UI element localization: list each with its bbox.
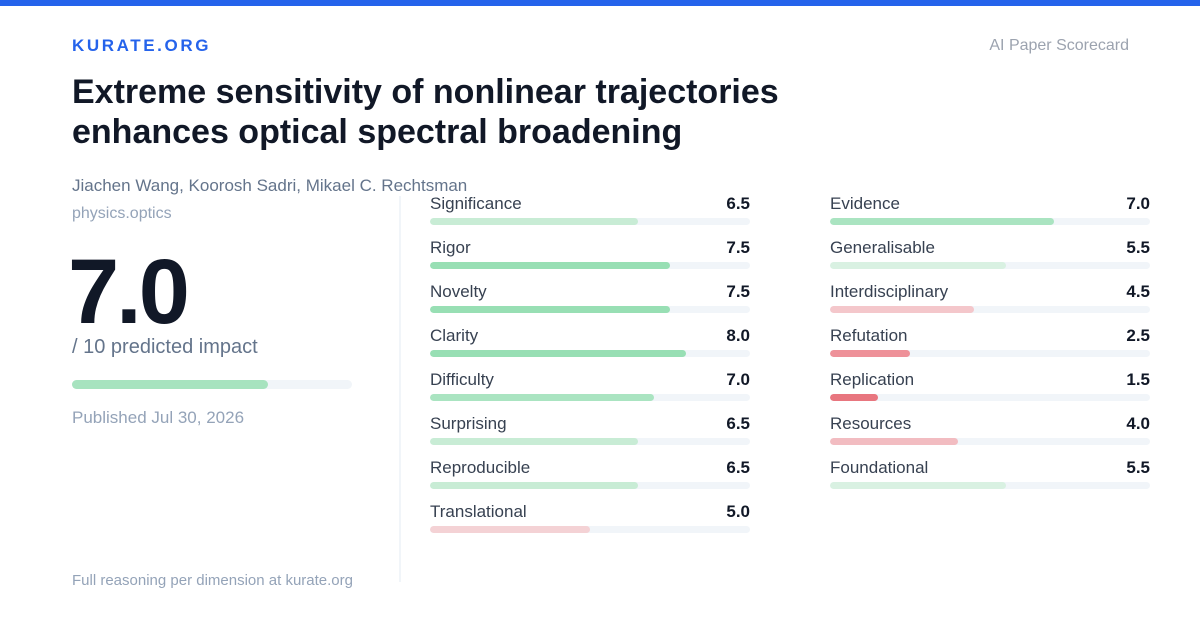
scorecard-kind-label: AI Paper Scorecard (989, 37, 1129, 54)
metric-row: Evidence 7.0 (830, 194, 1150, 238)
impact-progress-fill (72, 380, 268, 389)
metric-bar-fill (830, 350, 910, 357)
paper-category: physics.optics (72, 205, 172, 222)
metric-bar-fill (430, 526, 590, 533)
metric-bar-fill (430, 394, 654, 401)
metric-label: Clarity (430, 326, 479, 345)
metric-bar-track (430, 394, 750, 401)
metric-bar-track (830, 482, 1150, 489)
site-brand[interactable]: KURATE.ORG (72, 36, 212, 55)
metric-label: Resources (830, 414, 912, 433)
metric-label: Surprising (430, 414, 507, 433)
metric-row: Surprising 6.5 (430, 414, 750, 458)
metric-bar-track (830, 438, 1150, 445)
metric-bar-fill (830, 438, 958, 445)
metric-score: 6.5 (726, 414, 750, 433)
impact-score: 7.0 (68, 241, 190, 343)
metric-score: 1.5 (1126, 370, 1150, 389)
metric-label: Reproducible (430, 458, 531, 477)
metric-bar-fill (830, 394, 878, 401)
metric-bar-track (430, 482, 750, 489)
metrics-column-left: Significance 6.5 Rigor 7.5 Novelty 7.5 Clarity… (430, 194, 750, 546)
metric-score: 7.0 (726, 370, 750, 389)
metric-label: Generalisable (830, 238, 935, 257)
metric-row: Translational 5.0 (430, 502, 750, 546)
metric-score: 5.0 (726, 502, 750, 521)
metric-row: Novelty 7.5 (430, 282, 750, 326)
metric-bar-fill (830, 262, 1006, 269)
metric-score: 2.5 (1126, 326, 1150, 345)
metric-label: Replication (830, 370, 915, 389)
metric-row: Resources 4.0 (830, 414, 1150, 458)
metric-score: 4.0 (1126, 414, 1150, 433)
metric-bar-fill (430, 438, 638, 445)
column-divider (399, 196, 401, 582)
metric-row: Significance 6.5 (430, 194, 750, 238)
metric-bar-track (430, 438, 750, 445)
metric-bar-track (830, 262, 1150, 269)
metric-bar-track (430, 526, 750, 533)
metric-bar-fill (830, 306, 974, 313)
metric-score: 5.5 (1126, 458, 1150, 477)
paper-title: Extreme sensitivity of nonlinear traject… (72, 73, 779, 151)
metric-bar-fill (830, 482, 1006, 489)
metric-bar-track (430, 262, 750, 269)
metric-label: Foundational (830, 458, 929, 477)
metric-bar-track (430, 350, 750, 357)
paper-authors: Jiachen Wang, Koorosh Sadri, Mikael C. R… (72, 176, 468, 195)
metric-row: Clarity 8.0 (430, 326, 750, 370)
metric-score: 5.5 (1126, 238, 1150, 257)
metric-bar-track (430, 306, 750, 313)
metric-row: Rigor 7.5 (430, 238, 750, 282)
metric-score: 7.5 (726, 238, 750, 257)
metric-row: Reproducible 6.5 (430, 458, 750, 502)
metric-score: 7.5 (726, 282, 750, 301)
top-accent-bar (0, 0, 1200, 6)
metric-score: 7.0 (1126, 194, 1150, 213)
metric-bar-track (830, 350, 1150, 357)
metric-label: Difficulty (430, 370, 494, 389)
metric-score: 8.0 (726, 326, 750, 345)
metric-bar-track (830, 394, 1150, 401)
metric-bar-fill (430, 306, 670, 313)
metric-bar-track (830, 306, 1150, 313)
published-date: Published Jul 30, 2026 (72, 408, 245, 427)
metric-label: Translational (430, 502, 527, 521)
metric-row: Replication 1.5 (830, 370, 1150, 414)
metric-score: 4.5 (1126, 282, 1150, 301)
impact-score-scale: / 10 predicted impact (72, 336, 258, 358)
footer-note: Full reasoning per dimension at kurate.o… (72, 572, 353, 589)
metric-bar-fill (430, 350, 686, 357)
metric-score: 6.5 (726, 194, 750, 213)
metric-score: 6.5 (726, 458, 750, 477)
metric-row: Foundational 5.5 (830, 458, 1150, 502)
metric-bar-fill (830, 218, 1054, 225)
metric-label: Novelty (430, 282, 487, 301)
metric-row: Refutation 2.5 (830, 326, 1150, 370)
metrics-column-right: Evidence 7.0 Generalisable 5.5 Interdiscipli… (830, 194, 1150, 502)
metric-bar-track (830, 218, 1150, 225)
metric-row: Generalisable 5.5 (830, 238, 1150, 282)
metric-bar-fill (430, 218, 638, 225)
metric-label: Rigor (430, 238, 471, 257)
metric-bar-fill (430, 262, 670, 269)
metric-label: Evidence (830, 194, 900, 213)
metric-label: Significance (430, 194, 522, 213)
impact-progress-track (72, 380, 352, 389)
metric-bar-fill (430, 482, 638, 489)
metric-label: Interdisciplinary (830, 282, 949, 301)
metric-row: Interdisciplinary 4.5 (830, 282, 1150, 326)
metric-row: Difficulty 7.0 (430, 370, 750, 414)
metric-bar-track (430, 218, 750, 225)
metric-label: Refutation (830, 326, 908, 345)
